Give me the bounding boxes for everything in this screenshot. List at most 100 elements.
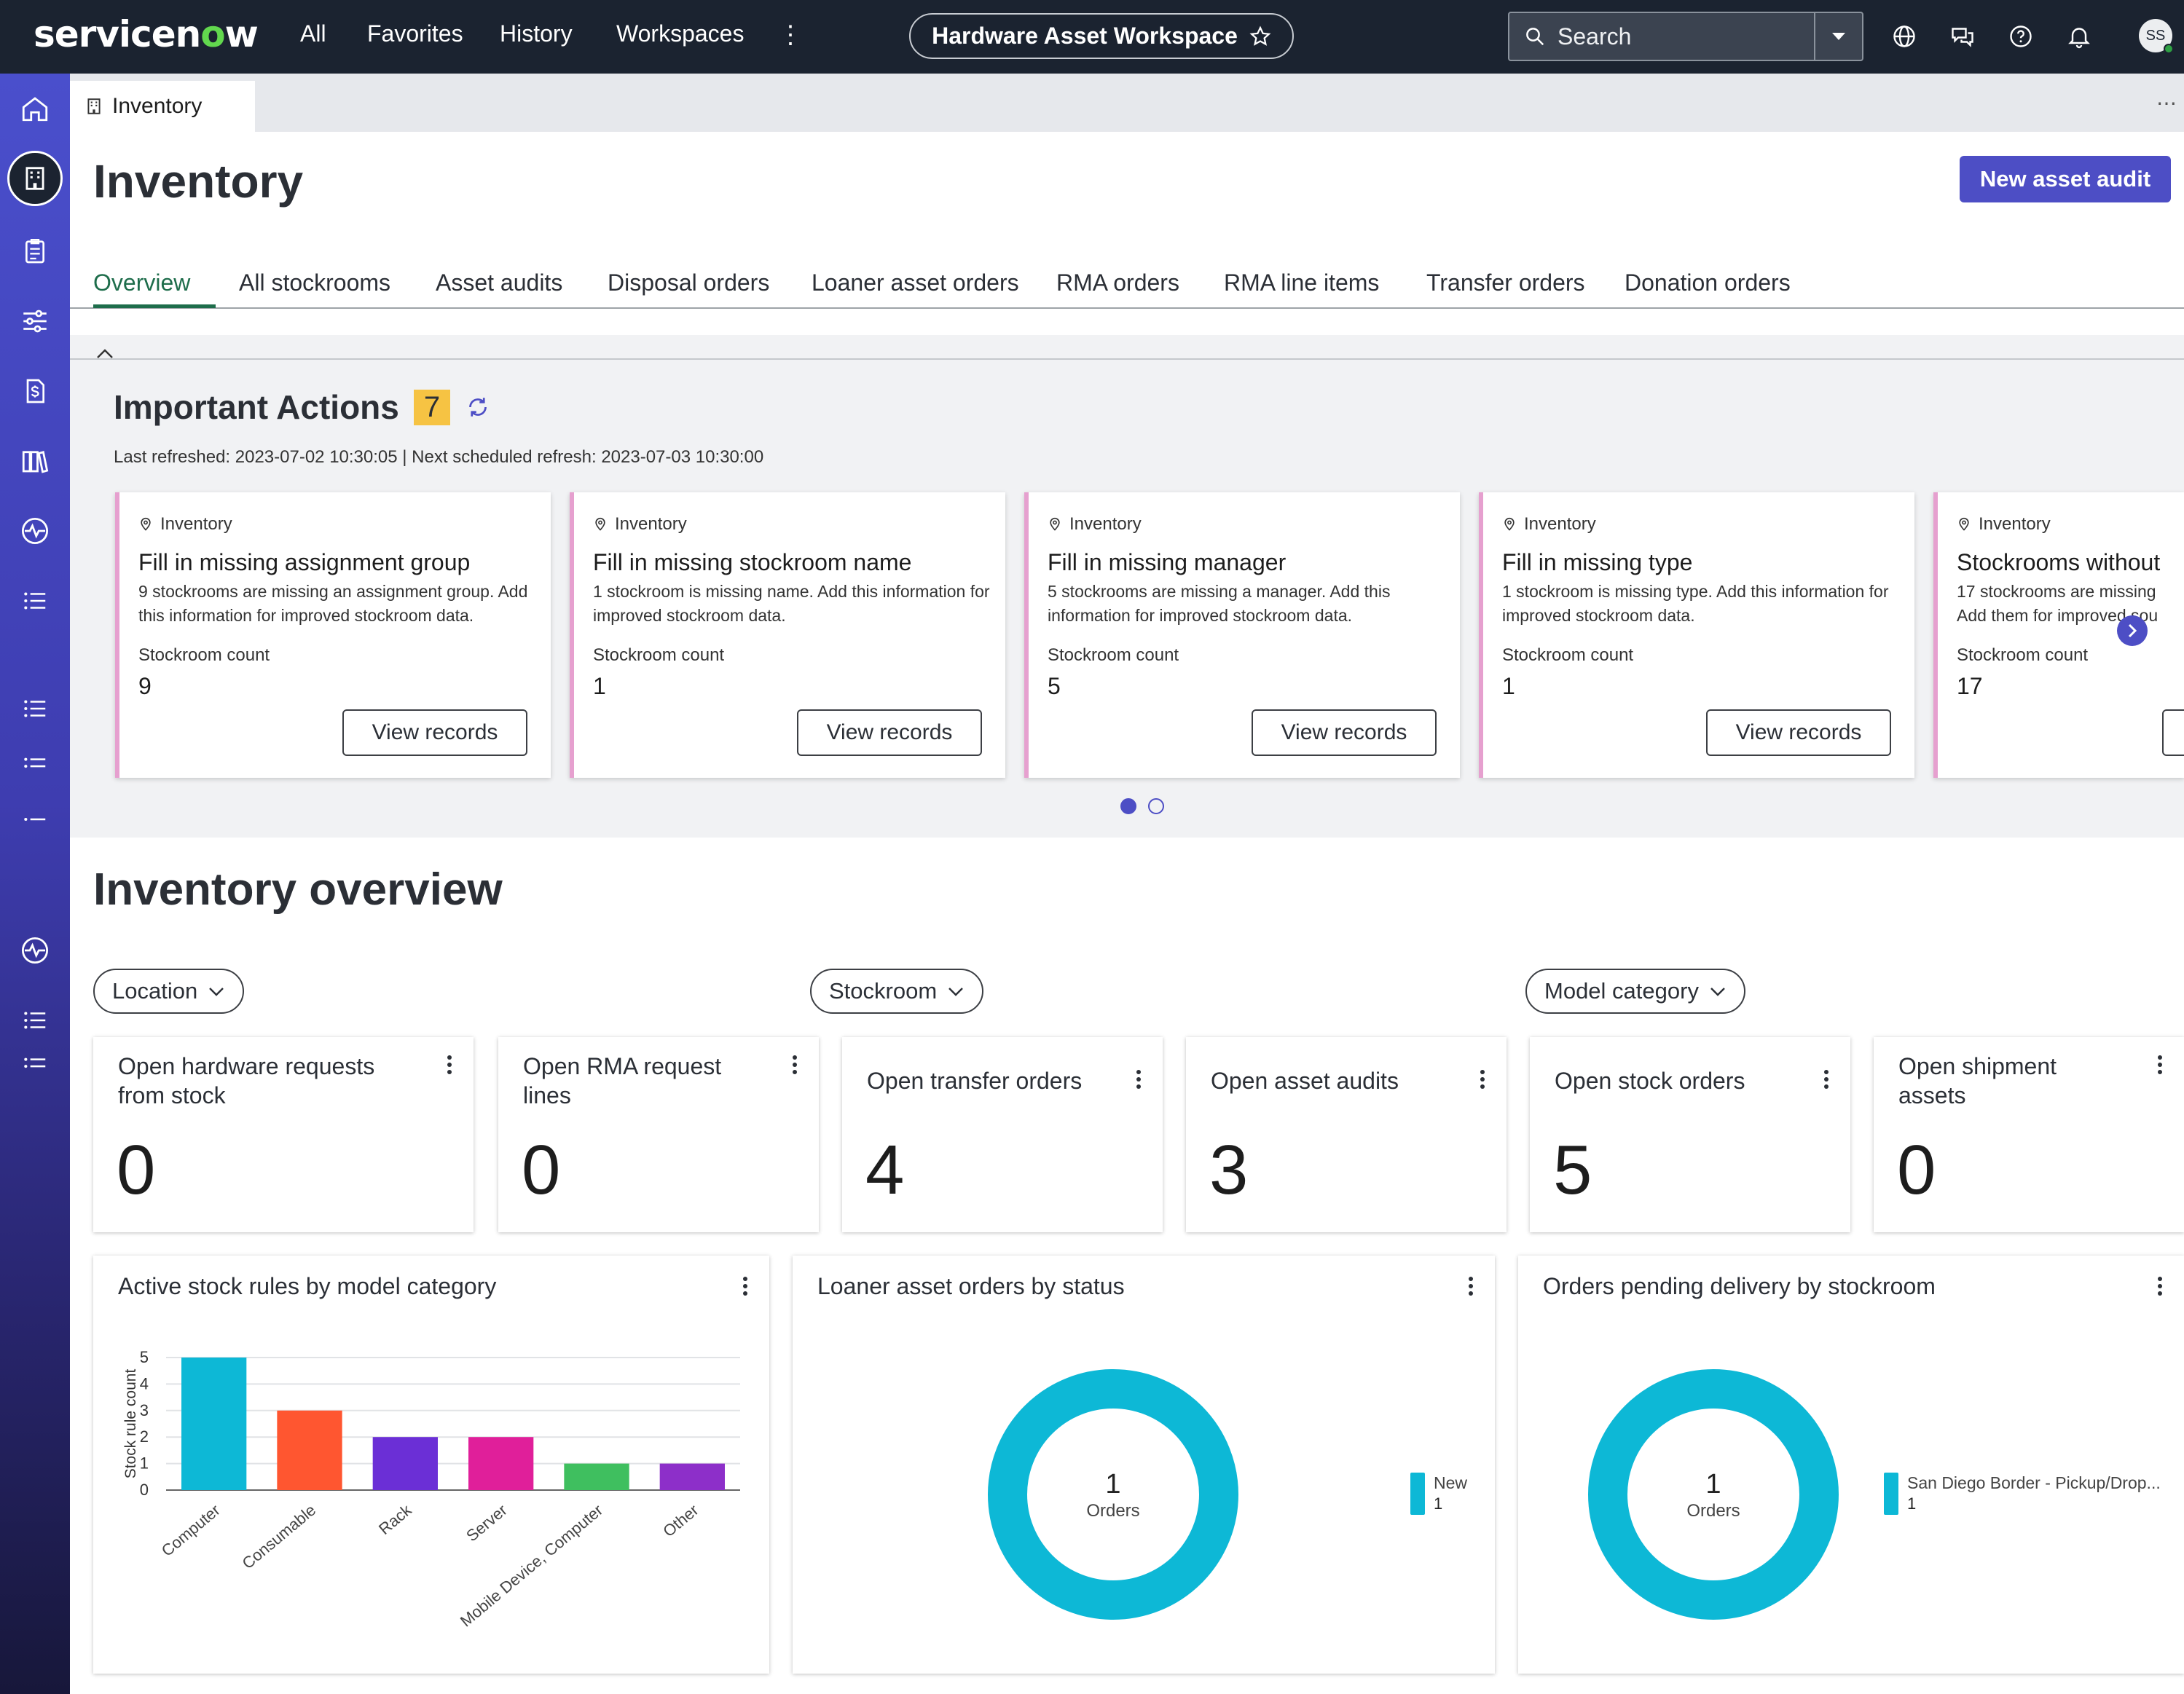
card-title: Fill in missing manager xyxy=(1048,549,1287,575)
card-category: Inventory xyxy=(138,514,232,535)
list-icon[interactable] xyxy=(17,1003,52,1038)
more-tabs-icon[interactable]: ⋯ xyxy=(2156,92,2177,114)
tab-asset-audits[interactable]: Asset audits xyxy=(436,269,563,296)
view-records-button[interactable]: View records xyxy=(342,709,527,756)
workspace-tab-inventory[interactable]: Inventory xyxy=(70,81,255,132)
card-count-value: 9 xyxy=(138,673,152,699)
list-icon[interactable] xyxy=(17,802,52,837)
card-count-value: 1 xyxy=(1502,673,1515,699)
nav-favorites[interactable]: Favorites xyxy=(367,20,463,47)
tab-rma-line-items[interactable]: RMA line items xyxy=(1224,269,1380,296)
nav-all[interactable]: All xyxy=(300,20,326,47)
global-search[interactable]: Search xyxy=(1508,12,1863,61)
list-icon[interactable] xyxy=(17,691,52,726)
donut-slice xyxy=(1588,1369,1839,1620)
books-icon[interactable] xyxy=(17,444,52,478)
location-filter[interactable]: Location xyxy=(93,969,245,1014)
workspace-title-pill[interactable]: Hardware Asset Workspace xyxy=(909,13,1294,59)
active-tab-indicator xyxy=(93,304,216,308)
bar xyxy=(372,1437,438,1490)
more-menu-icon[interactable]: ⋮ xyxy=(778,21,803,49)
card-title: Stockrooms without xyxy=(1957,549,2161,575)
activity-icon[interactable] xyxy=(17,513,52,548)
invoice-dollar-icon[interactable] xyxy=(17,374,52,409)
list-icon[interactable] xyxy=(17,746,52,781)
chevron-up-icon[interactable] xyxy=(95,347,115,361)
x-tick-label: Other xyxy=(659,1501,702,1541)
tabs-divider xyxy=(70,307,2184,309)
more-vertical-icon[interactable] xyxy=(1134,1066,1144,1092)
tab-loaner-asset-orders[interactable]: Loaner asset orders xyxy=(812,269,1019,296)
kpi-card[interactable]: Open transfer orders 4 xyxy=(842,1037,1163,1232)
kpi-card[interactable]: Open stock orders 5 xyxy=(1530,1037,1850,1232)
user-avatar[interactable]: SS xyxy=(2139,19,2174,54)
loaner-orders-chart-card: Loaner asset orders by status 1 Orders New… xyxy=(793,1256,1495,1674)
list-icon[interactable] xyxy=(17,1047,52,1082)
search-input[interactable]: Search xyxy=(1558,23,1632,50)
card-count-value: 17 xyxy=(1957,673,1983,699)
more-vertical-icon[interactable] xyxy=(2155,1052,2165,1078)
globe-icon[interactable] xyxy=(1891,23,1917,50)
more-vertical-icon[interactable] xyxy=(790,1052,800,1078)
kpi-card[interactable]: Open hardware requests from stock 0 xyxy=(93,1037,474,1232)
card-title: Fill in missing assignment group xyxy=(138,549,471,575)
view-records-button[interactable] xyxy=(2162,709,2184,756)
tab-rma-orders[interactable]: RMA orders xyxy=(1056,269,1179,296)
filter-label: Location xyxy=(112,978,198,1004)
carousel-dot-2[interactable] xyxy=(1148,798,1164,814)
new-asset-audit-button[interactable]: New asset audit xyxy=(1960,156,2171,202)
tab-overview[interactable]: Overview xyxy=(93,269,191,296)
workspace-title: Hardware Asset Workspace xyxy=(932,23,1238,49)
view-records-button[interactable]: View records xyxy=(1252,709,1437,756)
legend-swatch xyxy=(1410,1473,1425,1515)
more-vertical-icon[interactable] xyxy=(2155,1273,2165,1299)
building-icon[interactable] xyxy=(7,151,63,206)
more-vertical-icon[interactable] xyxy=(1821,1066,1831,1092)
card-count-label: Stockroom count xyxy=(1048,645,1179,665)
tab-disposal-orders[interactable]: Disposal orders xyxy=(608,269,770,296)
chat-icon[interactable] xyxy=(1949,23,1976,50)
refresh-icon[interactable] xyxy=(465,394,491,420)
clipboard-icon[interactable] xyxy=(17,234,52,269)
card-count-value: 5 xyxy=(1048,673,1061,699)
tab-all-stockrooms[interactable]: All stockrooms xyxy=(239,269,391,296)
more-vertical-icon[interactable] xyxy=(444,1052,455,1078)
kpi-value: 5 xyxy=(1553,1131,1592,1209)
stockroom-filter[interactable]: Stockroom xyxy=(810,969,984,1014)
chart-title: Loaner asset orders by status xyxy=(817,1273,1125,1299)
kpi-card[interactable]: Open shipment assets 0 xyxy=(1874,1037,2184,1232)
card-description: 1 stockroom is missing type. Add this in… xyxy=(1502,582,1889,625)
activity-icon[interactable] xyxy=(17,933,52,968)
list-icon[interactable] xyxy=(17,583,52,618)
more-vertical-icon[interactable] xyxy=(1466,1273,1476,1299)
servicenow-logo[interactable]: servicenow xyxy=(34,13,259,55)
carousel-dot-1[interactable] xyxy=(1120,798,1136,814)
view-records-button[interactable]: View records xyxy=(797,709,982,756)
tab-donation-orders[interactable]: Donation orders xyxy=(1625,269,1791,296)
tab-transfer-orders[interactable]: Transfer orders xyxy=(1426,269,1585,296)
more-vertical-icon[interactable] xyxy=(1477,1066,1488,1092)
location-pin-icon xyxy=(1050,517,1060,531)
nav-history[interactable]: History xyxy=(500,20,573,47)
legend-value: 1 xyxy=(1907,1494,1916,1513)
workspace-tab-strip: Inventory ⋯ xyxy=(70,74,2184,132)
chevron-down-icon xyxy=(948,988,964,996)
sliders-icon[interactable] xyxy=(17,304,52,339)
home-icon[interactable] xyxy=(17,91,52,126)
view-records-button[interactable]: View records xyxy=(1706,709,1891,756)
more-vertical-icon[interactable] xyxy=(740,1273,750,1299)
kpi-card[interactable]: Open RMA request lines 0 xyxy=(498,1037,819,1232)
kpi-title: Open asset audits xyxy=(1211,1068,1399,1094)
important-actions-heading: Important Actions 7 xyxy=(114,387,491,427)
model-category-filter[interactable]: Model category xyxy=(1525,969,1745,1014)
kpi-card[interactable]: Open asset audits 3 xyxy=(1186,1037,1507,1232)
donut-center-label: Orders xyxy=(1086,1501,1139,1521)
nav-workspaces[interactable]: Workspaces xyxy=(616,20,745,47)
search-scope-dropdown[interactable] xyxy=(1814,13,1862,60)
bell-icon[interactable] xyxy=(2066,23,2092,50)
card-count-label: Stockroom count xyxy=(138,645,270,665)
filter-label: Stockroom xyxy=(829,978,938,1004)
star-icon[interactable] xyxy=(1249,25,1271,47)
help-icon[interactable] xyxy=(2008,23,2034,50)
carousel-next-button[interactable] xyxy=(2117,615,2148,646)
